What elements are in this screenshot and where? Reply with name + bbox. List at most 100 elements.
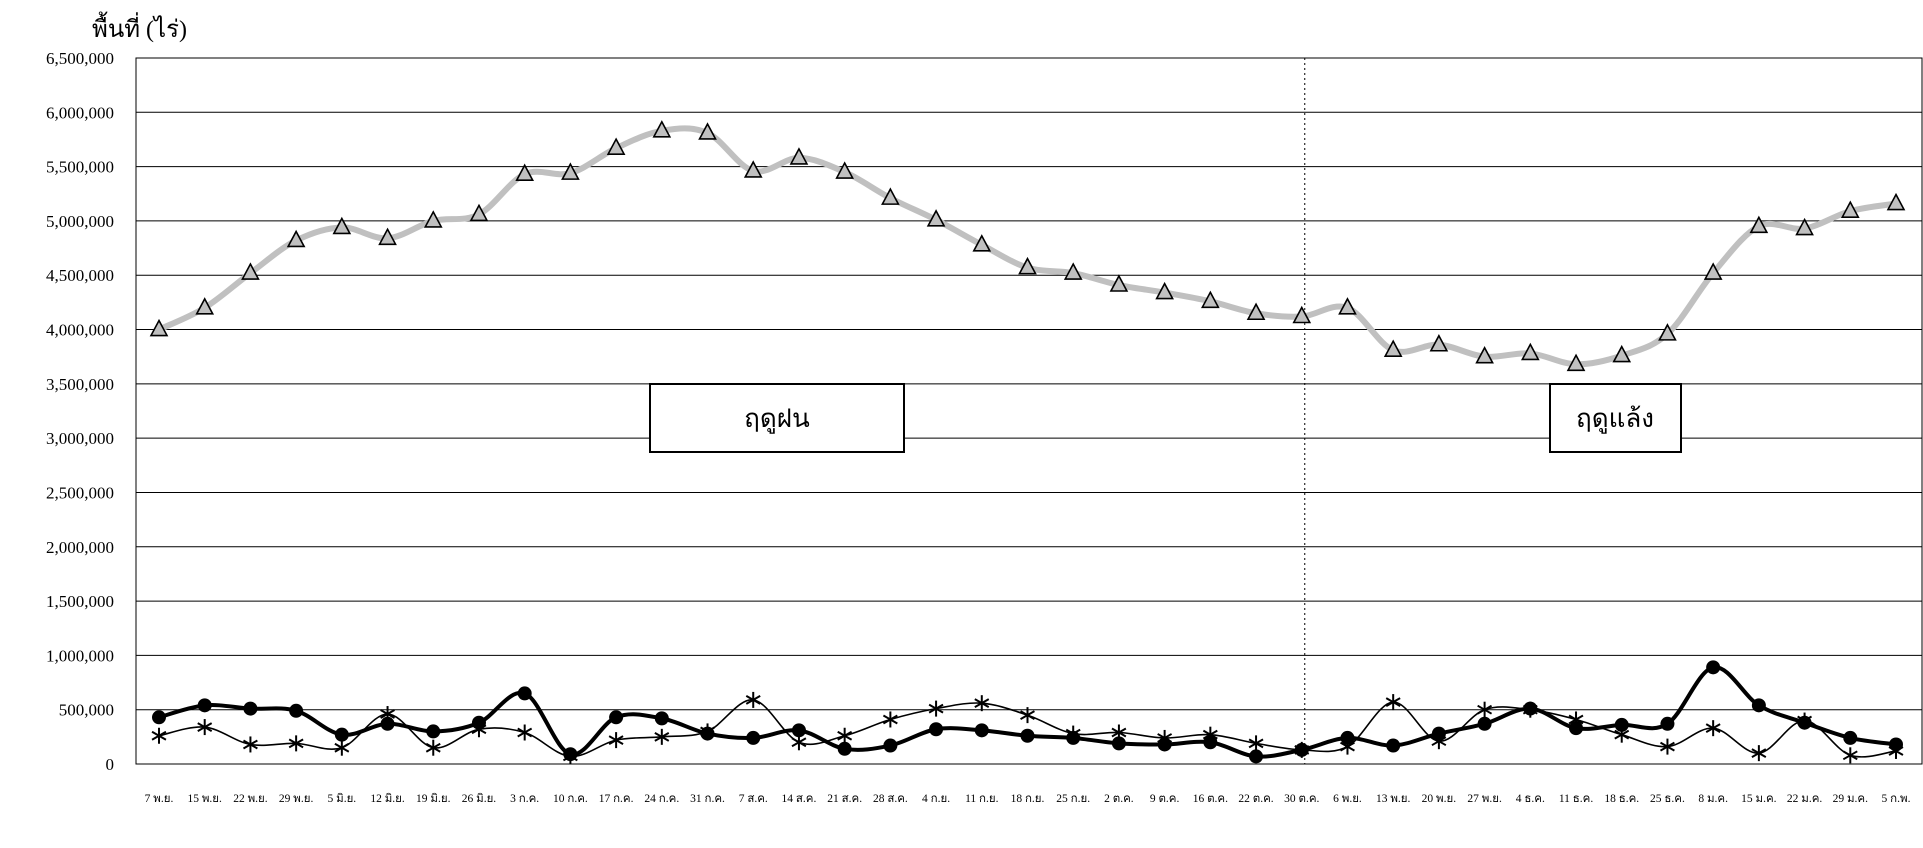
x-tick-label: 29 ม.ค.: [1833, 793, 1869, 805]
rainy-season-label: ฤดูฝน: [744, 404, 810, 434]
data-point-circle: [1249, 749, 1264, 764]
data-point-circle: [1660, 716, 1675, 731]
data-point-triangle: [1292, 305, 1312, 324]
x-tick-label: 9 ต.ค.: [1150, 793, 1180, 805]
data-point-triangle: [286, 229, 306, 248]
x-tick-label: 31 ก.ค.: [690, 793, 725, 805]
data-point-circle: [1843, 730, 1858, 745]
data-point-circle: [243, 701, 258, 716]
data-point-triangle: [1429, 334, 1449, 352]
y-tick-label: 6,500,000: [46, 49, 114, 68]
data-point-triangle: [195, 297, 215, 315]
data-point-triangle: [789, 147, 809, 165]
y-tick-label: 2,500,000: [46, 483, 114, 502]
x-tick-label: 17 ก.ค.: [599, 793, 634, 805]
x-tick-label: 25 ธ.ค.: [1650, 793, 1685, 805]
series-line-triangle: [156, 125, 1899, 368]
y-tick-label: 4,000,000: [46, 321, 114, 340]
plot-area-frame: [135, 57, 1923, 765]
data-point-circle: [1477, 716, 1492, 731]
data-point-circle: [654, 711, 669, 726]
x-tick-label: 30 ต.ค.: [1284, 793, 1319, 805]
data-point-triangle: [423, 210, 443, 228]
data-point-triangle: [1612, 344, 1632, 363]
data-point-circle: [1340, 730, 1355, 745]
x-tick-label: 10 ก.ค.: [553, 793, 588, 805]
x-tick-label: 4 ก.ย.: [922, 793, 950, 805]
data-point-asterisk: [197, 719, 213, 736]
x-tick-label: 25 ก.ย.: [1056, 793, 1090, 805]
x-tick-label: 11 ก.ย.: [965, 793, 999, 805]
data-point-circle: [563, 747, 578, 762]
x-tick-label: 28 ส.ค.: [873, 793, 908, 805]
data-point-triangle: [1840, 200, 1860, 218]
data-point-asterisk: [837, 727, 853, 744]
data-point-triangle: [1109, 274, 1129, 292]
data-point-asterisk: [1842, 747, 1858, 764]
data-point-circle: [791, 723, 806, 738]
x-tick-label: 15 พ.ย.: [187, 793, 222, 805]
data-point-asterisk: [1385, 694, 1401, 711]
data-point-triangle: [1338, 297, 1357, 315]
x-axis-ticks: 7 พ.ย. 15 พ.ย. 22 พ.ย. 29 พ.ย. 5 มิ.ย. 12 มิ.…: [145, 792, 1911, 805]
y-tick-label: 6,000,000: [46, 103, 114, 122]
data-point-triangle: [835, 161, 854, 179]
data-point-triangle: [972, 234, 992, 252]
data-point-circle: [1614, 717, 1629, 732]
data-point-triangle: [241, 262, 260, 280]
data-point-asterisk: [1705, 720, 1721, 737]
data-point-triangle: [149, 318, 169, 337]
data-point-circle: [609, 710, 624, 725]
data-point-circle: [1751, 698, 1766, 713]
data-point-triangle: [652, 120, 672, 138]
data-point-circle: [517, 686, 532, 701]
y-tick-label: 5,500,000: [46, 158, 114, 177]
data-point-triangle: [1201, 290, 1220, 309]
data-point-triangle: [1886, 192, 1906, 211]
y-tick-label: 5,000,000: [46, 212, 114, 231]
x-tick-label: 6 พ.ย.: [1333, 793, 1362, 805]
data-point-asterisk: [151, 727, 167, 744]
data-point-asterisk: [1020, 707, 1035, 724]
x-tick-label: 2 ต.ค.: [1104, 793, 1134, 805]
data-point-triangle: [1795, 217, 1814, 236]
data-point-triangle: [1383, 339, 1403, 357]
data-point-triangle: [606, 137, 626, 155]
data-point-asterisk: [974, 695, 990, 712]
x-tick-label: 21 ส.ค.: [827, 793, 862, 805]
x-tick-label: 3 ก.ค.: [510, 793, 539, 805]
data-point-asterisk: [1751, 745, 1767, 762]
data-point-circle: [197, 698, 212, 713]
data-point-circle: [334, 727, 349, 742]
data-point-triangle: [1475, 345, 1494, 364]
x-tick-label: 12 มิ.ย.: [370, 792, 405, 805]
data-point-triangle: [743, 160, 763, 178]
data-point-triangle: [1703, 262, 1723, 280]
data-point-triangle: [1749, 215, 1769, 234]
x-tick-label: 11 ธ.ค.: [1559, 793, 1594, 805]
data-point-triangle: [1246, 302, 1266, 321]
data-point-triangle: [1155, 281, 1174, 300]
data-point-circle: [746, 730, 761, 745]
x-tick-label: 20 พ.ย.: [1422, 793, 1457, 805]
x-tick-label: 8 ม.ค.: [1698, 793, 1728, 805]
data-point-circle: [974, 723, 989, 738]
data-point-circle: [1294, 742, 1309, 757]
rainy-season-annotation: ฤดูฝน: [649, 383, 905, 453]
data-point-triangle: [469, 203, 489, 222]
data-point-circle: [1020, 728, 1035, 743]
y-axis-label: พื้นที่ (ไร่): [92, 11, 187, 43]
x-tick-label: 27 พ.ย.: [1467, 793, 1502, 805]
data-point-asterisk: [654, 728, 670, 745]
y-axis-ticks: 0 500,000 1,000,000 1,500,000 2,000,000 2,500…: [46, 49, 114, 774]
data-point-asterisk: [242, 736, 258, 753]
series-layer: [149, 120, 1906, 765]
y-tick-label: 2,000,000: [46, 538, 114, 557]
data-point-asterisk: [425, 739, 441, 756]
data-point-circle: [700, 726, 715, 741]
data-point-circle: [1111, 736, 1126, 751]
y-tick-label: 500,000: [59, 701, 114, 720]
data-point-circle: [426, 724, 441, 739]
x-tick-label: 22 พ.ย.: [233, 793, 268, 805]
